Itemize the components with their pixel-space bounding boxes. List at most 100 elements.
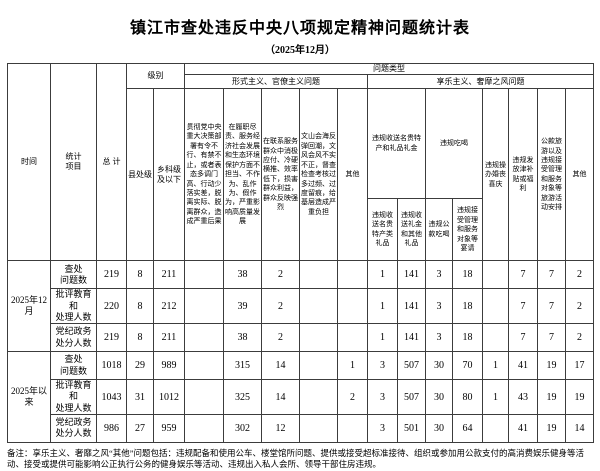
- data-cell: 141: [397, 323, 426, 353]
- data-cell: 325: [223, 379, 262, 415]
- col-header-dining-public-funds: 违规公款吃喝: [425, 198, 453, 262]
- data-cell: 30: [425, 413, 453, 443]
- statistics-table: 时间 统计 项目 总 计 级别 问题类型 形式主义、官僚主义问题 享乐主义、奢靡…: [7, 62, 595, 443]
- data-cell: [299, 413, 338, 443]
- period-label: 2025年以来: [7, 351, 51, 443]
- col-header-problem-type: 问题类型: [183, 62, 595, 76]
- data-cell: 38: [223, 323, 262, 353]
- data-cell: 41: [508, 413, 538, 443]
- page-subtitle: （2025年12月）: [265, 45, 335, 56]
- data-cell: 2: [564, 260, 595, 290]
- col-header-formalism-policy: 贯彻党中央重大决策部署有令不行、有禁不止，或者表态多调门高、行动少落实差，脱离实…: [184, 88, 224, 262]
- col-header-total: 总 计: [96, 62, 127, 262]
- data-cell: [184, 260, 224, 290]
- row-label: 批评教育和 处理人数: [50, 288, 97, 325]
- data-cell: [184, 379, 224, 415]
- data-cell: 31: [126, 379, 154, 415]
- data-cell: 30: [425, 351, 453, 381]
- period-label: 2025年12月: [7, 260, 51, 353]
- col-header-formalism-other: 其他: [337, 88, 368, 262]
- data-cell: 2: [564, 323, 595, 353]
- col-header-public-travel: 公款旅游以及违规接受管理和服务对象等旅游活动安排: [537, 88, 566, 262]
- data-cell: 1: [337, 351, 368, 381]
- data-cell: 7: [537, 260, 566, 290]
- data-cell: 141: [397, 260, 426, 290]
- page-title: 镇江市查处违反中央八项规定精神问题统计表: [129, 20, 470, 37]
- data-cell: 19: [537, 351, 566, 381]
- data-cell: [337, 413, 368, 443]
- data-cell: 2: [261, 323, 300, 353]
- data-cell: 315: [223, 351, 262, 381]
- col-header-hedonism-other: 其他: [564, 88, 595, 262]
- col-header-level: 级别: [126, 62, 185, 90]
- col-header-wedding-funeral: 违规操办婚丧喜庆: [482, 88, 509, 262]
- data-cell: 8: [126, 288, 154, 325]
- data-cell: 3: [367, 351, 398, 381]
- data-cell: 43: [508, 379, 538, 415]
- data-cell: [299, 260, 338, 290]
- col-header-time: 时间: [7, 62, 51, 262]
- row-label: 党纪政务 处分人数: [50, 413, 97, 443]
- data-cell: 1018: [96, 351, 127, 381]
- group-header-formalism: 形式主义、官僚主义问题: [184, 74, 368, 90]
- data-cell: [299, 323, 338, 353]
- col-header-formalism-masses: 在联系服务群众中消极应付、冷硬横推、效率低下，损害群众利益，群众反映强烈: [261, 88, 300, 262]
- data-cell: 3: [425, 288, 453, 325]
- data-cell: 14: [564, 413, 595, 443]
- data-cell: 219: [96, 260, 127, 290]
- group-header-hedonism: 享乐主义、奢靡之风问题: [366, 74, 595, 90]
- data-cell: 41: [508, 351, 538, 381]
- data-cell: 7: [508, 260, 538, 290]
- data-cell: 220: [96, 288, 127, 325]
- data-cell: 1: [367, 288, 398, 325]
- data-cell: 986: [96, 413, 127, 443]
- col-header-gifts-cash: 违规收送礼金和其他礼品: [397, 198, 426, 262]
- col-header-township-level: 乡科级 及以下: [153, 88, 185, 262]
- data-cell: [184, 351, 224, 381]
- data-cell: 219: [96, 323, 127, 353]
- data-cell: [299, 351, 338, 381]
- group-header-dining: 违规吃喝: [425, 88, 483, 200]
- col-header-stat-item: 统计 项目: [50, 62, 97, 262]
- data-cell: 1: [367, 323, 398, 353]
- data-cell: 39: [223, 288, 262, 325]
- col-header-formalism-meetings: 文山会海反弹回潮，文风会风不实不正，督查检查考核过多过频、过度留痕，给基层造成严…: [299, 88, 338, 262]
- data-cell: 7: [537, 288, 566, 325]
- data-cell: 2: [337, 379, 368, 415]
- col-header-gifts-specialty: 违规收送名贵特产类礼品: [367, 198, 398, 262]
- data-cell: 141: [397, 288, 426, 325]
- data-cell: [299, 288, 338, 325]
- data-cell: [184, 323, 224, 353]
- data-cell: 8: [126, 260, 154, 290]
- data-cell: 3: [425, 260, 453, 290]
- data-cell: [337, 288, 368, 325]
- data-cell: 3: [367, 413, 398, 443]
- data-cell: 3: [425, 323, 453, 353]
- data-cell: 959: [153, 413, 185, 443]
- data-cell: 30: [425, 379, 453, 415]
- data-cell: [184, 413, 224, 443]
- data-cell: [337, 260, 368, 290]
- data-cell: 7: [537, 323, 566, 353]
- data-cell: 70: [452, 351, 483, 381]
- col-header-county-level: 县处级: [126, 88, 154, 262]
- data-cell: 211: [153, 260, 185, 290]
- data-cell: 507: [397, 379, 426, 415]
- data-cell: 1043: [96, 379, 127, 415]
- row-label: 批评教育和 处理人数: [50, 379, 97, 415]
- row-label: 查处 问题数: [50, 260, 97, 290]
- data-cell: 7: [508, 288, 538, 325]
- data-cell: [184, 288, 224, 325]
- data-cell: 2: [261, 288, 300, 325]
- data-cell: 211: [153, 323, 185, 353]
- data-cell: [482, 413, 509, 443]
- data-cell: 19: [537, 379, 566, 415]
- data-cell: 17: [564, 351, 595, 381]
- data-cell: 14: [261, 379, 300, 415]
- data-cell: 507: [397, 351, 426, 381]
- data-cell: 19: [537, 413, 566, 443]
- data-cell: 302: [223, 413, 262, 443]
- data-cell: 501: [397, 413, 426, 443]
- data-cell: 1: [482, 379, 509, 415]
- data-cell: 2: [261, 260, 300, 290]
